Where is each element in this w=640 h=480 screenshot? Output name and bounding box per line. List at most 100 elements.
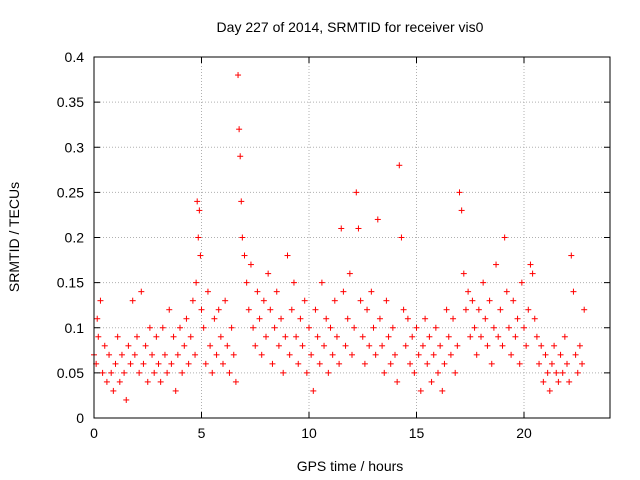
data-point — [110, 387, 117, 394]
data-point — [364, 306, 371, 313]
data-point — [435, 369, 441, 376]
data-point — [570, 288, 577, 295]
data-point — [411, 369, 418, 376]
data-point — [568, 252, 575, 259]
data-point — [197, 252, 204, 259]
data-point — [465, 288, 472, 295]
data-point — [114, 333, 121, 340]
data-point — [215, 306, 222, 313]
data-point — [385, 333, 392, 340]
data-point — [238, 198, 245, 205]
data-point — [383, 297, 390, 304]
data-point — [357, 297, 364, 304]
data-point — [323, 315, 330, 322]
data-point — [282, 333, 289, 340]
data-point — [211, 315, 218, 322]
data-point — [533, 333, 540, 340]
data-point — [112, 360, 119, 367]
data-point — [209, 369, 216, 376]
data-point — [490, 324, 497, 331]
data-point — [344, 315, 351, 322]
data-point — [247, 261, 254, 268]
data-point — [267, 306, 274, 313]
data-point — [359, 333, 366, 340]
data-point — [101, 342, 108, 349]
data-point — [327, 324, 334, 331]
data-point — [355, 225, 362, 232]
data-point — [499, 342, 506, 349]
data-point — [207, 342, 214, 349]
data-point — [301, 297, 308, 304]
data-point — [333, 333, 340, 340]
data-point — [441, 360, 448, 367]
data-point — [192, 351, 199, 358]
y-tick-label: 0.2 — [65, 230, 85, 246]
data-point — [168, 360, 175, 367]
data-point — [241, 252, 248, 259]
data-point — [237, 153, 244, 160]
y-tick-label: 0.1 — [65, 320, 85, 336]
data-point — [97, 297, 104, 304]
data-point — [116, 378, 123, 385]
data-point — [125, 342, 132, 349]
data-point — [95, 333, 102, 340]
data-point — [172, 387, 179, 394]
data-point — [471, 324, 478, 331]
data-point — [574, 369, 581, 376]
data-point — [146, 324, 153, 331]
data-point — [312, 306, 319, 313]
data-point — [424, 360, 431, 367]
data-point — [177, 324, 183, 331]
data-point — [166, 306, 173, 313]
data-point — [303, 369, 310, 376]
data-point — [508, 351, 515, 358]
data-point — [106, 351, 113, 358]
data-point — [531, 315, 538, 322]
data-point — [553, 369, 560, 376]
data-point — [523, 342, 530, 349]
data-point — [415, 351, 422, 358]
data-point — [488, 360, 495, 367]
data-points — [91, 72, 588, 403]
data-point — [351, 324, 358, 331]
data-point — [202, 360, 209, 367]
data-point — [185, 360, 192, 367]
data-point — [189, 297, 196, 304]
data-point — [376, 315, 383, 322]
data-point — [379, 342, 386, 349]
data-point — [275, 342, 282, 349]
data-point — [142, 342, 149, 349]
data-point — [398, 234, 405, 241]
data-point — [318, 279, 325, 286]
data-point — [381, 369, 388, 376]
data-point — [538, 342, 545, 349]
data-point — [576, 342, 583, 349]
data-point — [269, 360, 276, 367]
data-point — [194, 198, 201, 205]
data-point — [510, 297, 517, 304]
data-point — [419, 342, 426, 349]
data-point — [514, 315, 521, 322]
y-tick-label: 0.05 — [57, 365, 84, 381]
data-point — [336, 360, 343, 367]
data-point — [437, 342, 444, 349]
y-tick-label: 0.25 — [57, 184, 84, 200]
data-point — [447, 351, 454, 358]
data-point — [349, 351, 355, 358]
data-point — [503, 288, 510, 295]
data-point — [501, 234, 508, 241]
data-point — [505, 324, 512, 331]
data-point — [407, 360, 414, 367]
axis-ticks: 0 5 10 15 20 0 0.05 0.1 0.15 0.2 0.25 0.3 0.35 0.4 — [57, 49, 610, 441]
data-point — [310, 387, 317, 394]
data-point — [544, 369, 551, 376]
data-point — [123, 396, 130, 403]
data-point — [581, 306, 588, 313]
data-point — [224, 342, 231, 349]
y-tick-label: 0.4 — [65, 49, 85, 65]
x-tick-label: 10 — [301, 425, 317, 441]
data-point — [516, 360, 523, 367]
data-point — [306, 324, 312, 331]
data-point — [409, 333, 416, 340]
data-point — [108, 369, 115, 376]
